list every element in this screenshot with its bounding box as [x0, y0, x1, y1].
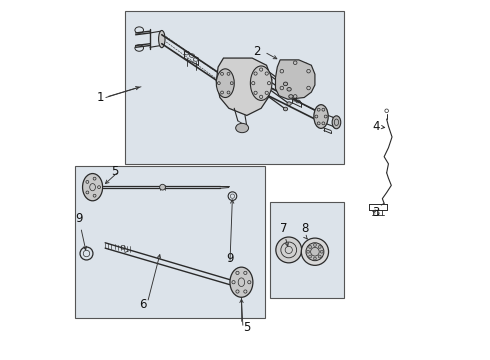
Ellipse shape: [289, 95, 293, 98]
Ellipse shape: [314, 243, 317, 246]
Ellipse shape: [332, 116, 341, 129]
Ellipse shape: [159, 31, 165, 48]
Ellipse shape: [318, 246, 321, 248]
Text: 7: 7: [280, 221, 288, 234]
Text: 5: 5: [111, 165, 119, 177]
Text: 9: 9: [226, 252, 234, 265]
Ellipse shape: [216, 69, 234, 98]
Ellipse shape: [320, 250, 323, 253]
Ellipse shape: [230, 267, 253, 297]
Ellipse shape: [283, 82, 288, 86]
Polygon shape: [216, 58, 272, 116]
Text: 3: 3: [372, 207, 380, 220]
Ellipse shape: [160, 184, 166, 190]
Text: 6: 6: [139, 298, 147, 311]
Ellipse shape: [287, 87, 291, 91]
Ellipse shape: [283, 107, 288, 111]
Polygon shape: [74, 166, 265, 318]
Text: 1: 1: [97, 91, 104, 104]
Text: 5: 5: [244, 321, 251, 334]
Ellipse shape: [301, 238, 329, 265]
Text: 4: 4: [372, 121, 380, 134]
Polygon shape: [125, 12, 343, 164]
Ellipse shape: [307, 250, 310, 253]
Ellipse shape: [287, 102, 291, 105]
Ellipse shape: [82, 174, 102, 201]
Ellipse shape: [314, 257, 317, 260]
Text: 9: 9: [75, 212, 83, 225]
Ellipse shape: [250, 66, 272, 100]
Polygon shape: [270, 202, 343, 298]
Ellipse shape: [236, 123, 248, 133]
Ellipse shape: [309, 255, 312, 258]
Ellipse shape: [309, 246, 312, 248]
Ellipse shape: [276, 237, 302, 263]
Ellipse shape: [314, 105, 328, 129]
Ellipse shape: [318, 255, 321, 258]
Text: 2: 2: [253, 45, 261, 58]
Text: 8: 8: [301, 221, 309, 234]
Ellipse shape: [306, 243, 324, 261]
Polygon shape: [275, 60, 315, 99]
